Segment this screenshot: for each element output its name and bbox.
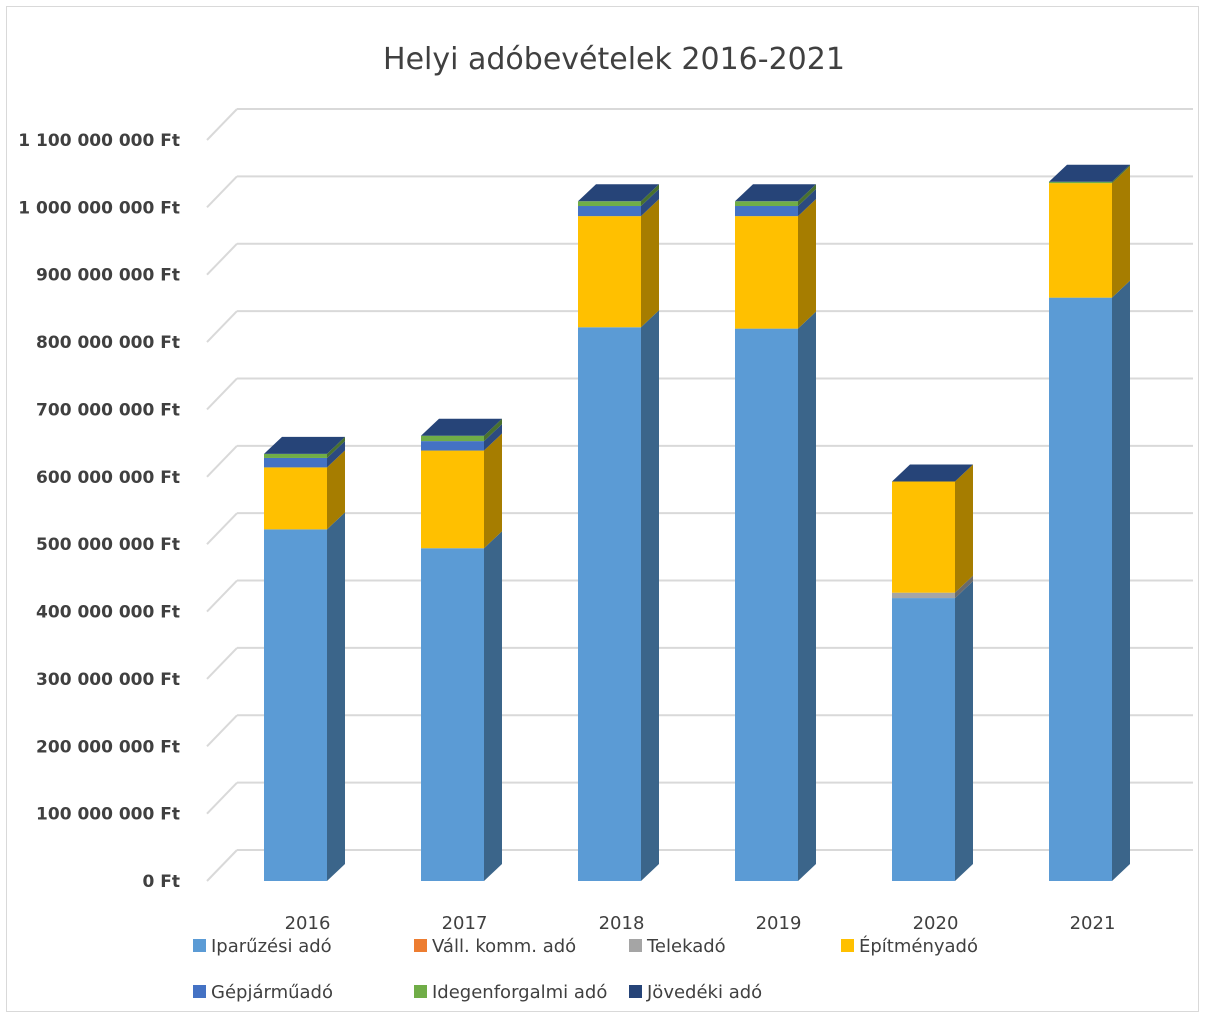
bar-segment (421, 436, 484, 441)
bar-segment (264, 529, 327, 881)
bar-segment-side (484, 531, 502, 881)
gridline-diagonal (207, 244, 237, 275)
bar-segment (421, 548, 484, 881)
bar-segment (421, 441, 484, 450)
bar-segment (1049, 183, 1112, 298)
legend-swatch (629, 939, 642, 952)
bar-segment (892, 593, 955, 598)
legend-label: Jövedéki adó (646, 982, 762, 1003)
bar-segment-side (641, 199, 659, 327)
bar-segment-side (641, 310, 659, 881)
chart-frame: Helyi adóbevételek 2016-2021 0 Ft 100 000… (6, 6, 1199, 1012)
bar-segment (892, 482, 955, 593)
bar-segment (264, 467, 327, 529)
y-tick-label: 1 000 000 000 Ft (18, 198, 180, 218)
y-tick-label: 200 000 000 Ft (36, 737, 180, 757)
bar-segment-side (798, 312, 816, 881)
bar-segment (735, 329, 798, 881)
bar-segment-side (484, 434, 502, 549)
chart-title: Helyi adóbevételek 2016-2021 (383, 42, 845, 77)
bar-segment (264, 458, 327, 467)
legend-swatch (629, 985, 642, 998)
legend-label: Iparűzési adó (211, 936, 332, 957)
bar-segment (421, 451, 484, 549)
gridline-diagonal (207, 109, 237, 140)
y-tick-label: 700 000 000 Ft (36, 400, 180, 420)
bar-segment (735, 206, 798, 216)
legend-label: Telekadó (646, 936, 726, 957)
legend-swatch (841, 939, 854, 952)
x-tick-label: 2018 (599, 913, 645, 934)
bar-segment (1049, 182, 1112, 183)
x-tick-label: 2017 (442, 913, 488, 934)
bar-segment (735, 201, 798, 206)
bar-segment-side (955, 465, 973, 593)
legend-swatch (414, 985, 427, 998)
x-tick-label: 2016 (285, 913, 331, 934)
bar-segment (892, 598, 955, 881)
bar-segment-side (1112, 166, 1130, 298)
legend: Iparűzési adó Váll. komm. adó Telekadó Épít… (193, 935, 978, 1003)
bar-segment (578, 206, 641, 216)
y-tick-label: 800 000 000 Ft (36, 333, 180, 353)
legend-swatch (193, 939, 206, 952)
y-tick-label: 100 000 000 Ft (36, 805, 180, 825)
x-tick-label: 2019 (756, 913, 802, 934)
x-tick-label: 2020 (913, 913, 959, 934)
legend-swatch (193, 985, 206, 998)
gridline-diagonal (207, 176, 237, 207)
gridline-diagonal (207, 648, 237, 679)
bar-segment (1049, 298, 1112, 881)
legend-swatch (414, 939, 427, 952)
legend-label: Gépjárműadó (211, 982, 333, 1003)
x-tick-label: 2021 (1070, 913, 1116, 934)
gridline-diagonal (207, 311, 237, 342)
gridline-diagonal (207, 446, 237, 477)
y-tick-label: 1 100 000 000 Ft (18, 131, 180, 151)
bar-segment (264, 454, 327, 458)
y-tick-label: 500 000 000 Ft (36, 535, 180, 555)
bar-segment-side (798, 199, 816, 328)
y-tick-label: 300 000 000 Ft (36, 670, 180, 690)
y-tick-label: 400 000 000 Ft (36, 603, 180, 623)
chart-svg: Helyi adóbevételek 2016-2021 0 Ft 100 000… (7, 7, 1200, 1013)
legend-label: Idegenforgalmi adó (432, 982, 607, 1003)
y-axis-ticks: 0 Ft 100 000 000 Ft 200 000 000 Ft 300 000 … (18, 131, 180, 892)
bar-segment-side (955, 581, 973, 881)
bar-segment (578, 201, 641, 206)
x-axis-ticks: 2016 2017 2018 2019 2020 2021 (285, 913, 1116, 934)
y-tick-label: 600 000 000 Ft (36, 468, 180, 488)
bar-segment-side (327, 512, 345, 881)
bar-segment (735, 216, 798, 328)
gridline-diagonal (207, 378, 237, 409)
bar-segment (578, 327, 641, 881)
gridlines (207, 109, 1193, 881)
bar-segment-side (1112, 281, 1130, 881)
y-tick-label: 0 Ft (143, 872, 181, 892)
bar-segment (578, 216, 641, 327)
bars (264, 165, 1130, 881)
y-tick-label: 900 000 000 Ft (36, 266, 180, 286)
gridline-diagonal (207, 581, 237, 612)
gridline-diagonal (207, 513, 237, 544)
gridline-diagonal (207, 715, 237, 746)
legend-label: Váll. komm. adó (432, 936, 576, 957)
gridline-diagonal (207, 783, 237, 814)
legend-label: Építményadó (859, 935, 978, 957)
gridline-diagonal (207, 850, 237, 881)
